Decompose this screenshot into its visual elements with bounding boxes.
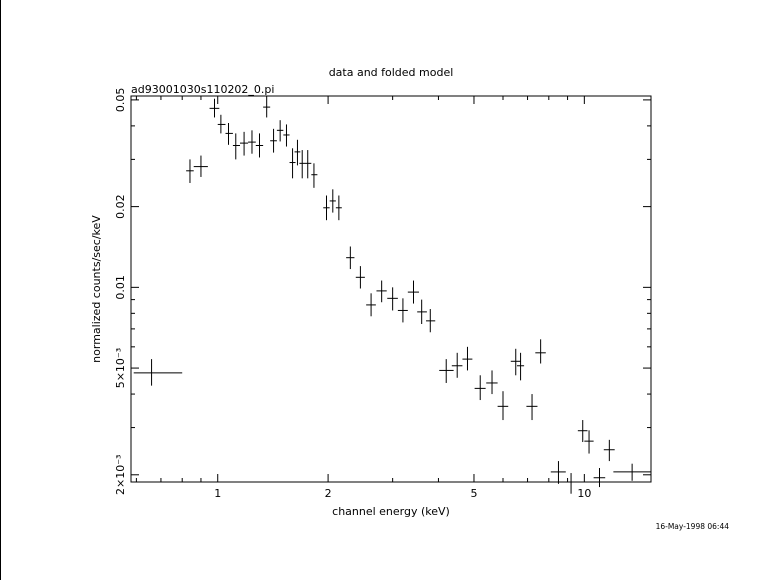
x-tick-label: 1 bbox=[214, 487, 221, 500]
x-axis: 1 2 5 10 bbox=[135, 96, 591, 500]
x-tick-label: 5 bbox=[470, 487, 477, 500]
data-point bbox=[486, 370, 498, 395]
data-point bbox=[613, 463, 651, 481]
data-point bbox=[304, 150, 312, 179]
x-axis-label: channel energy (keV) bbox=[332, 505, 450, 518]
data-point bbox=[209, 98, 220, 118]
data-point bbox=[289, 148, 296, 179]
data-point bbox=[239, 131, 249, 156]
data-point bbox=[417, 299, 427, 324]
data-point bbox=[535, 339, 546, 364]
data-point bbox=[550, 461, 566, 484]
timestamp: 16-May-1998 06:44 bbox=[656, 522, 730, 531]
data-point bbox=[516, 352, 525, 381]
y-tick-label: 0.05 bbox=[114, 88, 127, 113]
data-point bbox=[451, 352, 463, 378]
data-point bbox=[526, 394, 538, 421]
data-point bbox=[217, 114, 226, 134]
data-point bbox=[193, 155, 208, 177]
data-point bbox=[366, 293, 376, 317]
data-point bbox=[563, 473, 578, 494]
data-point bbox=[248, 130, 256, 154]
data-point bbox=[186, 159, 194, 183]
x-tick-label: 10 bbox=[577, 487, 591, 500]
data-point bbox=[439, 359, 454, 383]
data-point bbox=[603, 439, 615, 462]
data-point bbox=[294, 139, 301, 166]
data-point bbox=[577, 420, 588, 443]
data-point bbox=[225, 123, 233, 145]
y-tick-label: 5×10⁻³ bbox=[114, 348, 127, 388]
plot-frame bbox=[130, 95, 652, 483]
data-point bbox=[407, 280, 419, 304]
data-point bbox=[323, 195, 330, 221]
y-tick-label: 0.02 bbox=[114, 194, 127, 219]
y-axis: 0.05 0.02 0.01 5×10⁻³ 2×10⁻³ bbox=[114, 88, 651, 495]
data-point bbox=[426, 309, 436, 333]
data-point bbox=[593, 468, 606, 488]
data-point bbox=[474, 375, 486, 401]
chart-title: data and folded model bbox=[329, 66, 454, 79]
window-left-edge bbox=[0, 0, 1, 580]
data-point bbox=[462, 346, 473, 371]
chart-subtitle: ad93001030s110202_0.pi bbox=[131, 83, 274, 96]
data-point bbox=[329, 189, 336, 213]
data-point bbox=[335, 195, 342, 221]
y-axis-label: normalized counts/sec/keV bbox=[90, 215, 103, 363]
data-point bbox=[270, 128, 277, 153]
data-point bbox=[376, 280, 387, 303]
data-points bbox=[133, 96, 651, 494]
data-point bbox=[263, 96, 271, 118]
data-point bbox=[346, 246, 355, 270]
data-point bbox=[283, 124, 290, 147]
data-point bbox=[311, 163, 318, 188]
data-point bbox=[355, 266, 365, 289]
data-point bbox=[397, 298, 408, 323]
data-point bbox=[387, 287, 398, 311]
data-point bbox=[510, 348, 521, 376]
y-tick-label: 2×10⁻³ bbox=[114, 455, 127, 495]
data-point bbox=[276, 120, 284, 142]
data-point bbox=[255, 133, 264, 158]
data-point bbox=[133, 359, 183, 386]
data-point bbox=[584, 430, 594, 454]
y-tick-label: 0.01 bbox=[114, 275, 127, 300]
data-point bbox=[299, 150, 305, 179]
data-point bbox=[232, 133, 240, 160]
x-tick-label: 2 bbox=[325, 487, 332, 500]
data-point bbox=[497, 391, 509, 421]
